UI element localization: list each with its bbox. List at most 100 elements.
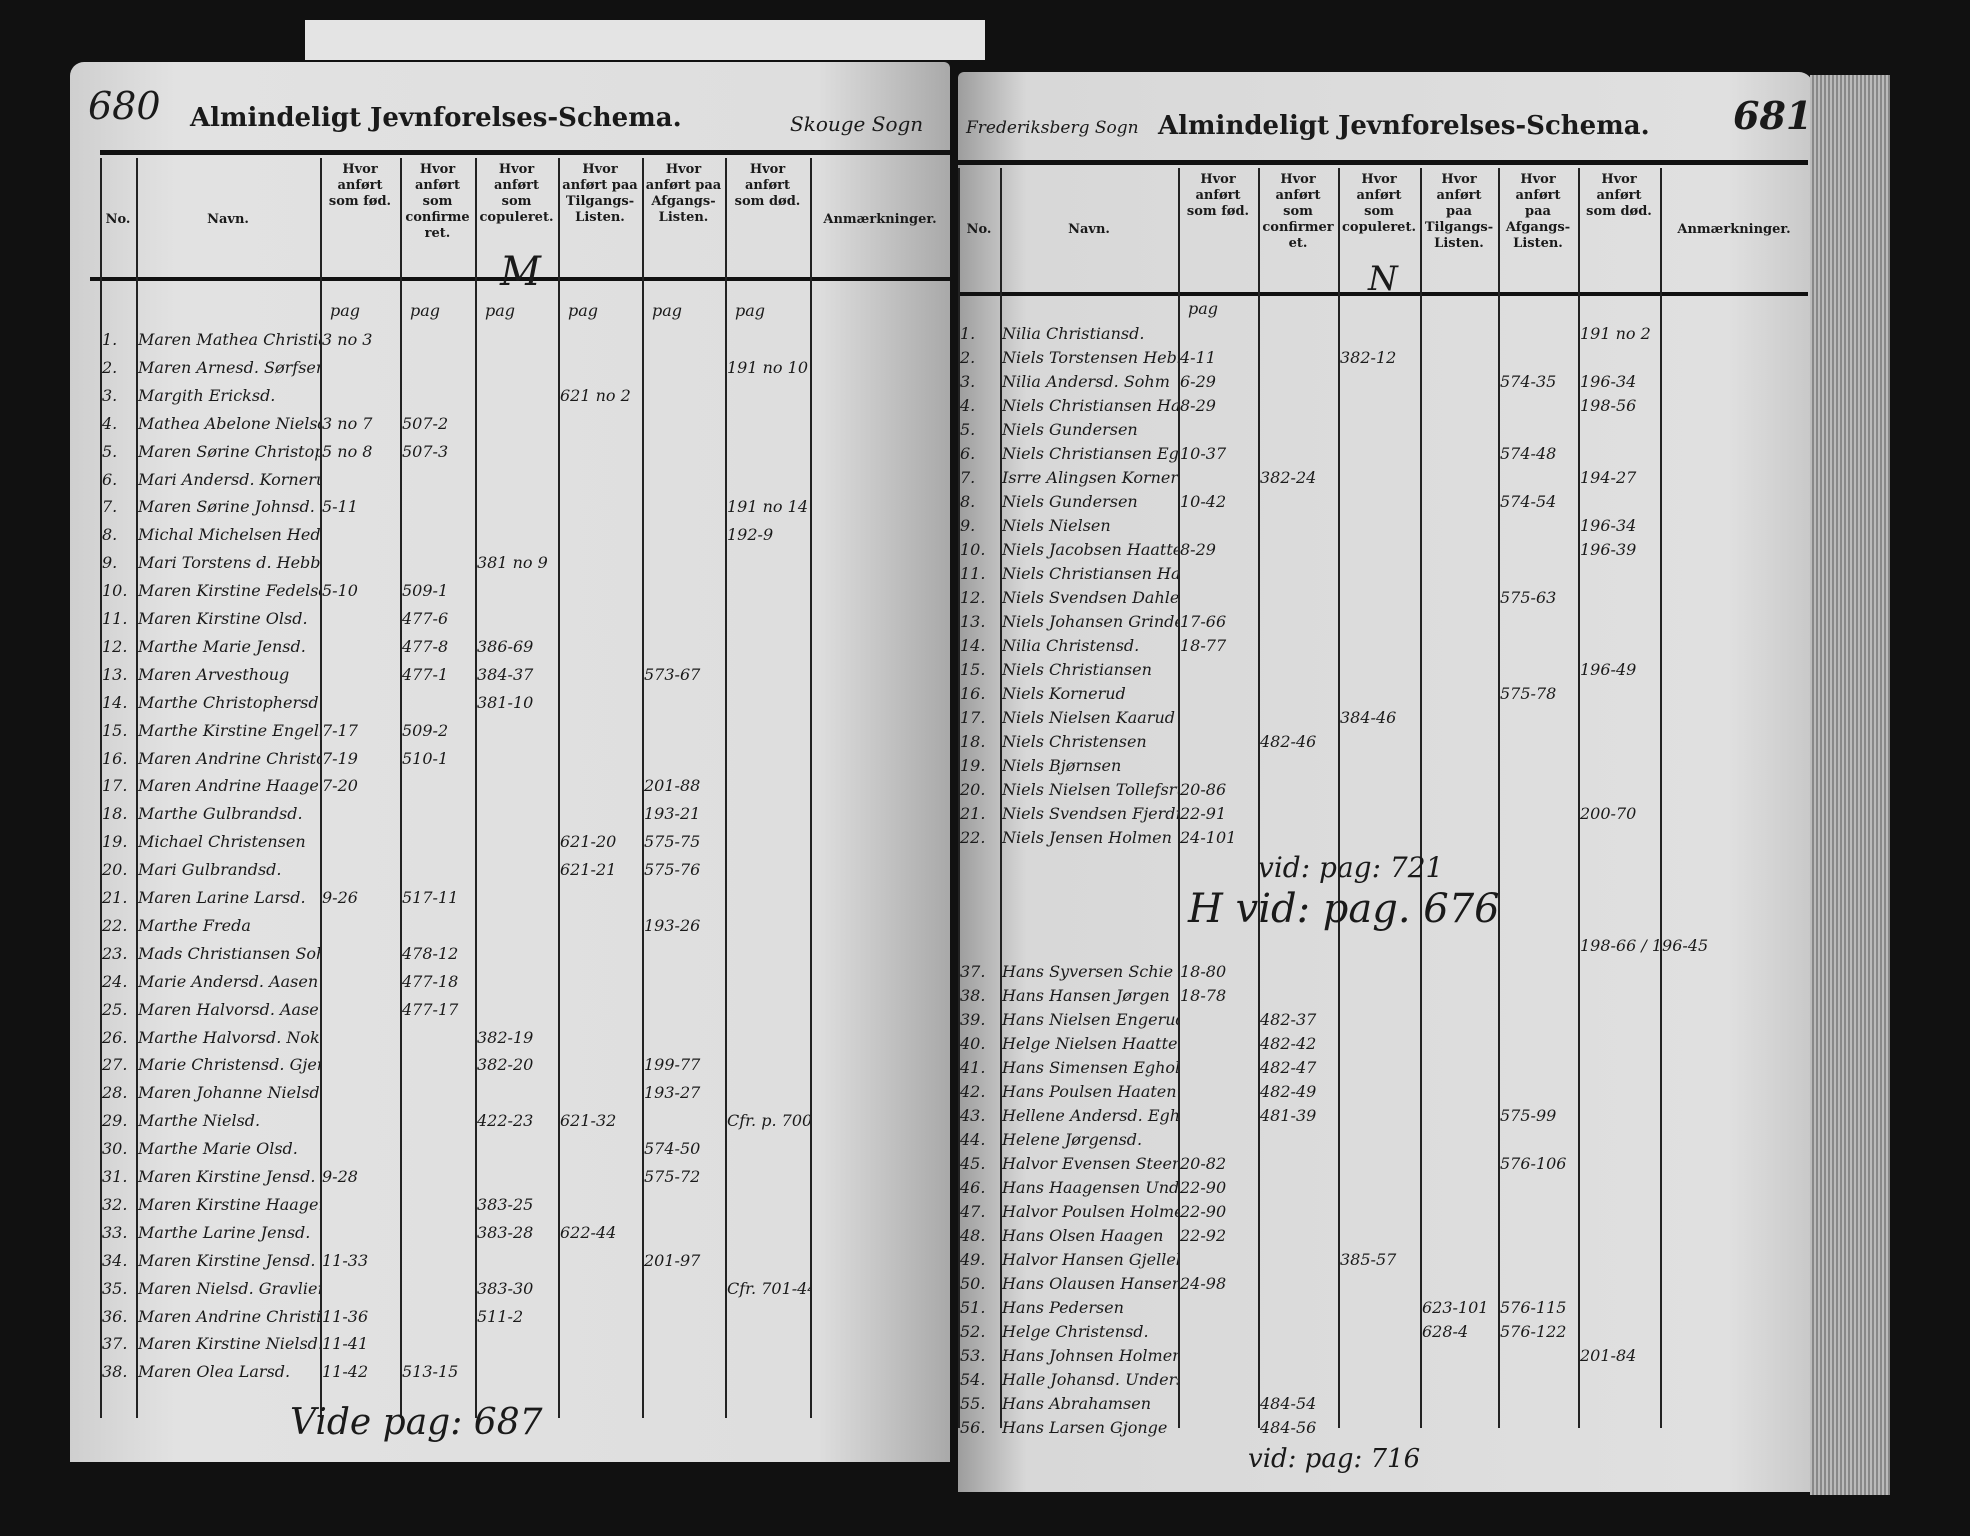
cell-no: 10. [960,540,986,559]
cell-name: Maren Kirstine Jensd. [138,1167,316,1186]
cell-departures [644,326,725,353]
cell-name: Marie Andersd. Aasen [138,971,319,991]
cell-born [1180,1320,1258,1344]
cell-no: 4. [960,396,976,415]
table-row: 31. Maren Kirstine Jensd. 9-28 575-72 [70,1163,950,1190]
cell-confirmed [1260,418,1338,442]
divider [100,150,950,155]
cell-name: Marthe Halvorsd. Nokken [138,1027,320,1047]
cell-name: Maren Kirstine Fedelsd. [138,581,320,601]
cell-married: 384-46 [1340,708,1397,727]
cell-departures: 575-78 [1500,684,1557,703]
cell-died [1580,1080,1660,1104]
cell-no: 52. [960,1322,986,1341]
cell-no: 43. [960,1106,986,1125]
cell-name: Helge Christensd. [1002,1322,1149,1341]
table-row: 18. Marthe Gulbrandsd. 193-21 [70,800,950,827]
column-header-arrivals: Hvor anført paa Tilgangs-Listen. [1424,172,1494,251]
cell-arrivals [560,1358,642,1385]
cell-married [1340,490,1420,514]
cell-name: Niels Torstensen Hebberg [1002,348,1178,367]
cell-departures: 574-50 [644,1139,701,1159]
cell-name: Mathea Abelone Nielsd. [138,413,320,433]
cell-married [477,717,558,744]
cell-arrivals [1422,1224,1498,1248]
section-letter: N [1368,259,1398,299]
cell-arrivals [1422,322,1498,346]
cell-name: Niels Nielsen [1002,516,1111,535]
cell-died [1580,1176,1660,1200]
cell-born: 8-29 [1180,396,1216,415]
cell-died: 196-39 [1580,540,1637,559]
cell-born: 10-37 [1180,444,1227,463]
cell-arrivals [560,577,642,604]
cell-no: 38. [960,986,986,1005]
table-row: 8. Niels Gundersen 10-42 574-54 [958,490,1813,514]
cell-departures [1500,1248,1578,1272]
cell-born [322,828,400,855]
cell-married: 382-19 [477,1027,534,1047]
cell-arrivals [1422,1080,1498,1104]
cell-no: 39. [960,1010,986,1029]
cell-died: 196-49 [1580,660,1637,679]
cell-departures [1500,538,1578,562]
cell-died [1580,730,1660,754]
table-row: 9. Niels Nielsen 196-34 [958,514,1813,538]
footer-note: vid: pag: 716 [1248,1444,1421,1474]
cell-born: 5 no 8 [322,441,373,461]
paper-tab [305,20,985,60]
cell-confirmed: 513-15 [402,1362,459,1382]
cell-died [727,1135,810,1162]
cell-no: 6. [102,469,118,489]
cell-born [322,1135,400,1162]
cell-name: Niels Christiansen Eghold [1002,444,1178,463]
cell-married [1340,1344,1420,1368]
cell-born [1180,1248,1258,1272]
cell-name: Marthe Larine Jensd. [138,1222,311,1242]
cell-married [477,1079,558,1106]
cell-confirmed [402,1163,475,1190]
table-row: 28. Maren Johanne Nielsd. 193-27 [70,1079,950,1106]
cell-name: Niels Svendsen Fjerdrud [1002,804,1178,823]
cell-confirmed [1260,658,1338,682]
cell-confirmed [402,1079,475,1106]
table-row: 26. Marthe Halvorsd. Nokken 382-19 [70,1024,950,1051]
cell-arrivals: 622-44 [560,1222,617,1242]
cell-arrivals [1422,1104,1498,1128]
table-row: 36. Maren Andrine Christiansd.11-36 511-2 [70,1303,950,1330]
column-header-name: Navn. [1068,222,1110,237]
cell-name: Hans Olausen Hansen Fremm [1002,1274,1178,1293]
cell-died [1580,1296,1660,1320]
table-row: 1. Nilia Christiansd. 191 no 2 [958,322,1813,346]
cell-confirmed: 477-18 [402,971,459,991]
cell-no: 49. [960,1250,986,1269]
cell-name: Maren Sørine Johnsd. [138,497,315,517]
cell-born [1180,706,1258,730]
cell-born: 17-66 [1180,612,1227,631]
cell-departures [1500,1032,1578,1056]
cell-name: Hellene Andersd. Eghold [1002,1106,1178,1125]
cell-no: 4. [102,413,118,433]
table-row: 7. Maren Sørine Johnsd. 5-11 191 no 14 / 19… [70,493,950,520]
cell-arrivals [560,1051,642,1078]
table-row: 51. Hans Pedersen 623-101 576-115 [958,1296,1813,1320]
cell-departures [1500,514,1578,538]
cell-confirmed [1260,514,1338,538]
cell-died [727,996,810,1023]
cell-confirmed [402,1191,475,1218]
cell-born: 24-98 [1180,1274,1227,1293]
cell-confirmed [1260,1152,1338,1176]
cell-departures [1500,1368,1578,1392]
table-row: 5. Niels Gundersen [958,418,1813,442]
column-header-arrivals: Hvor anført paa Tilgangs-Listen. [562,162,638,225]
cell-married [1340,586,1420,610]
cell-married [477,772,558,799]
cell-no: 51. [960,1298,986,1317]
cell-married [1340,1200,1420,1224]
cell-born: 11-41 [322,1334,369,1354]
cell-born: 9-28 [322,1167,358,1186]
cell-married [477,1163,558,1190]
cell-married [1340,1272,1420,1296]
cell-arrivals [1422,514,1498,538]
cell-confirmed: 509-2 [402,720,449,740]
